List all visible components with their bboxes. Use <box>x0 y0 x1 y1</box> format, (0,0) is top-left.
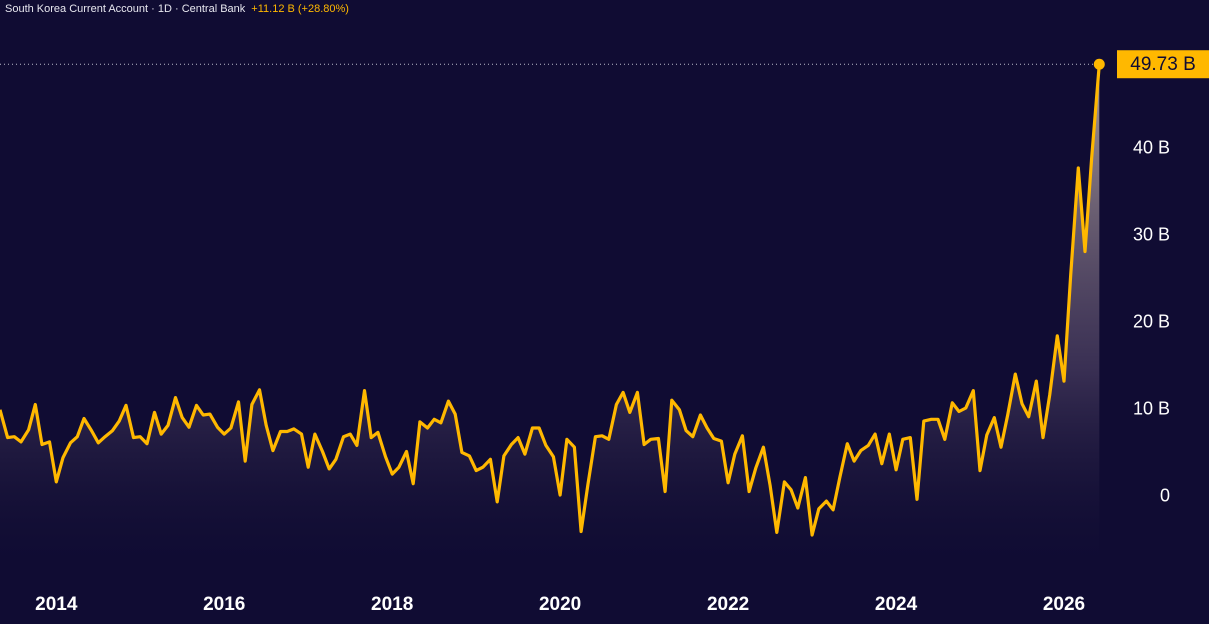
x-tick-label: 2020 <box>539 594 581 615</box>
x-tick-label: 2014 <box>35 594 78 615</box>
chart-title: South Korea Current Account · 1D · Centr… <box>5 3 246 15</box>
y-tick-label: 20 B <box>1133 312 1170 332</box>
y-tick-label: 40 B <box>1133 138 1170 158</box>
x-tick-label: 2022 <box>707 594 749 615</box>
area-fill <box>0 64 1100 575</box>
header: South Korea Current Account · 1D · Centr… <box>5 3 349 15</box>
y-tick-label: 30 B <box>1133 225 1170 245</box>
x-tick-label: 2016 <box>203 594 245 615</box>
last-point <box>1093 58 1105 70</box>
y-tick-label: 10 B <box>1133 399 1170 419</box>
x-tick-label: 2026 <box>1043 594 1085 615</box>
line <box>0 64 1101 537</box>
x-tick-label: 2024 <box>875 594 918 615</box>
x-tick-label: 2018 <box>371 594 413 615</box>
last-value-box <box>1117 50 1209 79</box>
last-value-label: 49.73 B <box>1130 54 1196 75</box>
y-tick-label: 0 <box>1160 485 1170 505</box>
change-label: +11.12 B (+28.80%) <box>251 3 349 15</box>
